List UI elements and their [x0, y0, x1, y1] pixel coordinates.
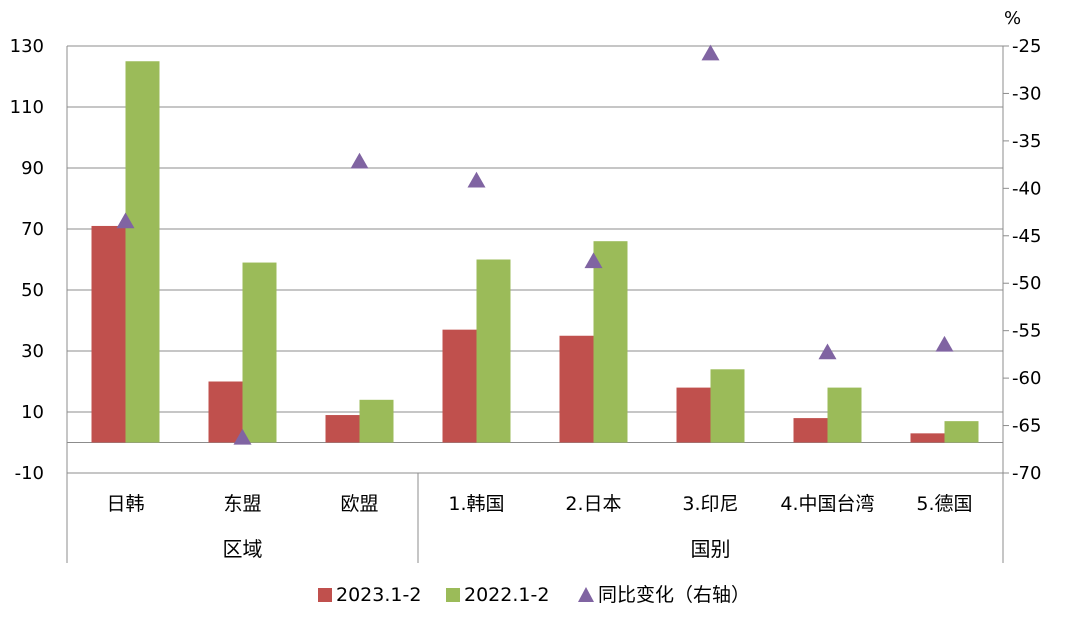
- right-axis-ticks: -25 -30 -35 -40 -45 -50 -55 -60 -65 -70: [1003, 36, 1041, 484]
- right-tick-label: -50: [1012, 273, 1041, 294]
- category-label: 欧盟: [340, 493, 378, 515]
- left-tick-label: 130: [10, 36, 44, 57]
- legend-label-change: 同比变化（右轴）: [598, 584, 750, 606]
- bar-2022: [125, 61, 160, 443]
- category-label: 东盟: [223, 493, 261, 515]
- right-tick-label: -45: [1012, 226, 1041, 247]
- bar-2023: [793, 418, 828, 443]
- category-label: 3.印尼: [682, 493, 738, 515]
- bar-2023: [208, 381, 243, 443]
- change-marker: [935, 335, 954, 352]
- change-marker: [701, 44, 720, 61]
- category-label: 1.韩国: [448, 493, 504, 515]
- right-tick-label: -70: [1012, 463, 1041, 484]
- bar-2022: [827, 387, 862, 443]
- bar-2023: [676, 387, 711, 443]
- left-tick-label: 30: [21, 341, 44, 362]
- bars: [91, 61, 979, 443]
- bar-2022: [242, 262, 277, 443]
- bar-2022: [710, 369, 745, 443]
- bar-2023: [442, 329, 477, 443]
- bar-2023: [559, 335, 594, 443]
- left-axis-ticks: -10 10 30 50 70 90 110 130: [10, 36, 44, 484]
- right-axis-unit: %: [1004, 8, 1021, 29]
- change-marker: [584, 252, 603, 269]
- right-tick-label: -35: [1012, 131, 1041, 152]
- right-tick-label: -40: [1012, 178, 1041, 199]
- change-marker: [350, 152, 369, 169]
- left-tick-label: 90: [21, 158, 44, 179]
- bar-2022: [476, 259, 511, 443]
- axes: [66, 46, 1004, 563]
- category-label: 5.德国: [916, 493, 972, 515]
- bar-2022: [593, 241, 628, 443]
- category-label: 2.日本: [565, 493, 621, 515]
- bar-2022: [944, 421, 979, 443]
- change-marker: [116, 212, 135, 229]
- category-label: 4.中国台湾: [780, 493, 874, 515]
- group-label-country: 国别: [691, 537, 731, 561]
- left-tick-label: 70: [21, 219, 44, 240]
- group-label-region: 区域: [223, 537, 263, 561]
- right-tick-label: -65: [1012, 416, 1041, 437]
- category-label: 日韩: [106, 493, 144, 515]
- left-tick-label: 10: [21, 402, 44, 423]
- bar-2022: [359, 399, 394, 443]
- right-tick-label: -60: [1012, 368, 1041, 389]
- legend-label-2022: 2022.1-2: [464, 584, 549, 606]
- category-labels: 日韩 东盟 欧盟 1.韩国 2.日本 3.印尼 4.中国台湾 5.德国: [106, 493, 972, 515]
- legend-marker-change: [578, 587, 594, 602]
- right-tick-label: -55: [1012, 321, 1041, 342]
- bar-2023: [91, 225, 126, 443]
- legend-label-2023: 2023.1-2: [336, 584, 421, 606]
- left-tick-label: 50: [21, 280, 44, 301]
- group-labels: 区域 国别: [223, 473, 1004, 563]
- legend-swatch-2023: [318, 588, 332, 602]
- markers: [116, 44, 954, 445]
- right-tick-label: -25: [1012, 36, 1041, 57]
- change-marker: [467, 171, 486, 188]
- gridlines: [67, 45, 1003, 474]
- change-marker: [233, 428, 252, 445]
- right-tick-label: -30: [1012, 83, 1041, 104]
- legend-swatch-2022: [446, 588, 460, 602]
- bar-2023: [325, 415, 360, 443]
- left-tick-label: -10: [15, 463, 44, 484]
- left-tick-label: 110: [10, 97, 44, 118]
- bar-2023: [910, 433, 945, 443]
- legend: 2023.1-2 2022.1-2 同比变化（右轴）: [318, 584, 750, 606]
- change-marker: [818, 343, 837, 360]
